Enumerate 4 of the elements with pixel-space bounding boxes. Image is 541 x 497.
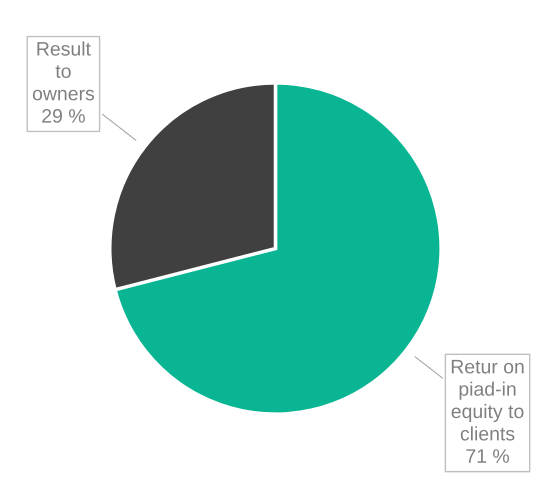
data-label: 71 % <box>466 449 509 463</box>
data-label: 29 % <box>42 108 85 123</box>
slice-label: Retur on piad-in equity to clients <box>452 360 524 441</box>
slice-label: Result to owners <box>32 41 94 100</box>
